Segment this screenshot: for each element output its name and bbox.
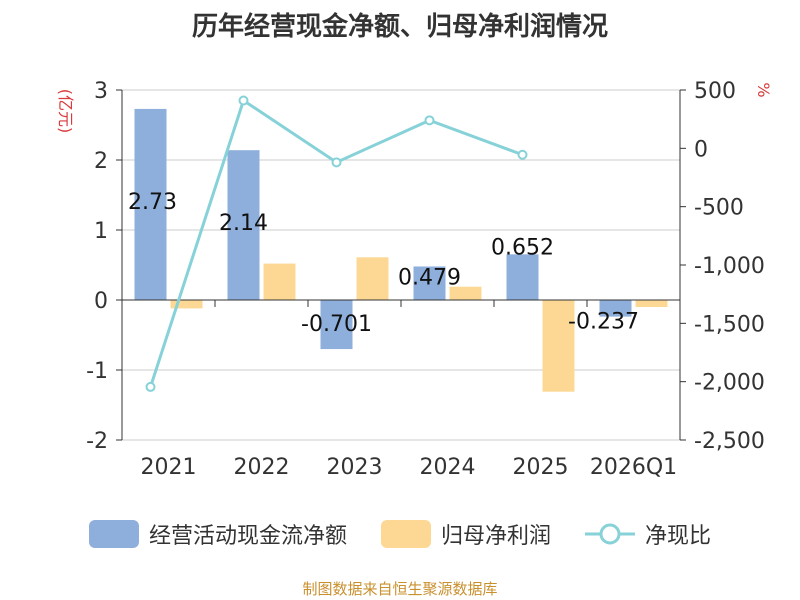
y-right-tick-label: 0: [694, 137, 708, 162]
bar-cashflow: [506, 254, 539, 300]
bar-cashflow-data-label: 0.479: [398, 265, 461, 290]
bar-cashflow: [320, 300, 353, 350]
y-right-tick-label: -1,500: [694, 312, 765, 337]
bar-profit: [263, 263, 296, 300]
legend-label-profit: 归母净利润: [440, 524, 551, 549]
x-tick-label: 2022: [234, 455, 290, 480]
bar-cashflow: [134, 108, 167, 301]
y-left-axis-label: (亿元): [56, 89, 75, 134]
source-note: 制图数据来自恒生聚源数据库: [302, 580, 498, 598]
bar-profit: [449, 286, 482, 300]
y-right-axis-label: %: [754, 82, 773, 97]
y-left-tick-label: 0: [94, 289, 108, 314]
legend-line-ratio-icon: [585, 523, 635, 545]
point-ratio: [331, 157, 342, 168]
legend-label-cashflow: 经营活动现金流净额: [148, 524, 347, 549]
y-right-tick-label: 500: [694, 79, 736, 104]
legend-item-ratio[interactable]: 净现比: [585, 518, 711, 550]
y-left-tick-label: 2: [94, 149, 108, 174]
x-tick-label: 2021: [141, 455, 197, 480]
y-right-tick-label: -1,000: [694, 254, 765, 279]
bar-cashflow: [599, 300, 632, 317]
x-tick-label: 2024: [420, 455, 476, 480]
legend: 经营活动现金流净额 归母净利润 净现比: [0, 514, 800, 554]
y-left-tick-label: -2: [86, 429, 108, 454]
legend-swatch-cashflow: [88, 520, 139, 548]
point-ratio: [517, 149, 528, 160]
bar-cashflow-data-label: 2.14: [219, 211, 268, 236]
y-right-tick-label: -500: [694, 196, 744, 221]
point-ratio: [424, 115, 435, 126]
bar-cashflow-data-label: -0.701: [301, 312, 372, 337]
y-left-tick-label: -1: [86, 359, 108, 384]
y-right-tick-label: -2,500: [694, 429, 765, 454]
y-right-tick-label: -2,000: [694, 371, 765, 396]
point-ratio: [238, 95, 249, 106]
legend-swatch-profit: [380, 520, 431, 548]
chart-canvas: 3 2 1 0 -1 -2 500 0 -500 -1,000 -1,500 -2,000 -2,500…: [56, 79, 773, 480]
bar-cashflow-data-label: 2.73: [128, 190, 177, 215]
bar-profit: [170, 300, 203, 309]
bar-profit: [635, 300, 668, 307]
bar-cashflow: [227, 150, 260, 300]
legend-item-profit[interactable]: 归母净利润: [380, 518, 551, 550]
x-tick-label: 2023: [327, 455, 383, 480]
bar-cashflow: [413, 266, 446, 300]
x-tick-label: 2025: [513, 455, 569, 480]
y-left-tick-label: 1: [94, 219, 108, 244]
bar-cashflow-data-label: 0.652: [491, 235, 554, 260]
bar-profit: [542, 300, 575, 392]
bar-profit: [356, 257, 389, 300]
legend-item-cashflow[interactable]: 经营活动现金流净额: [88, 518, 347, 550]
x-tick-label: 2026Q1: [590, 455, 677, 480]
legend-label-ratio: 净现比: [645, 524, 712, 549]
bar-cashflow-data-label: -0.237: [568, 310, 639, 335]
chart-title: 历年经营现金净额、归母净利润情况: [191, 12, 608, 42]
point-ratio: [145, 381, 156, 392]
y-left-tick-label: 3: [94, 79, 108, 104]
